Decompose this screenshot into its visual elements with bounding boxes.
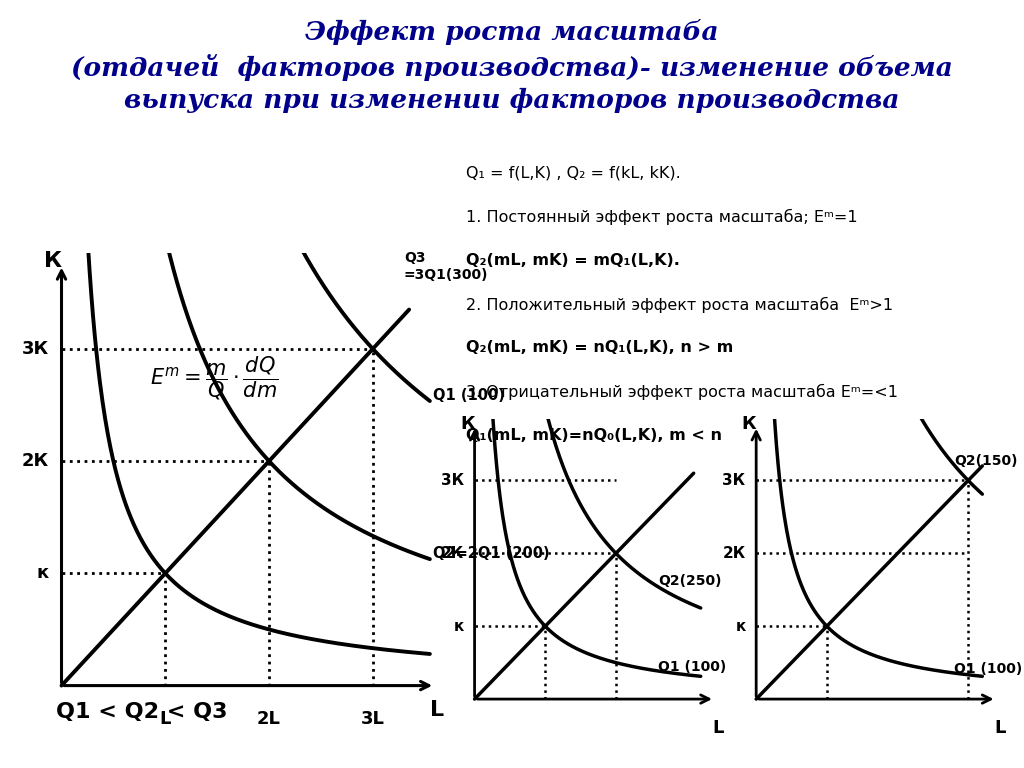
Text: L: L	[430, 700, 444, 720]
Text: 3К: 3К	[723, 473, 745, 488]
Text: Q1 (100): Q1 (100)	[954, 663, 1022, 677]
Text: $E^{m} = \dfrac{m}{Q} \cdot \dfrac{dQ}{dm}$: $E^{m} = \dfrac{m}{Q} \cdot \dfrac{dQ}{d…	[150, 355, 279, 402]
Text: 2. Положительный эффект роста масштаба  Eᵐ>1: 2. Положительный эффект роста масштаба E…	[466, 296, 893, 313]
Text: Q1 (100): Q1 (100)	[433, 388, 505, 403]
Text: Q₂(mL, mK) = nQ₁(L,K), n > m: Q₂(mL, mK) = nQ₁(L,K), n > m	[466, 340, 733, 356]
Text: К: К	[460, 415, 475, 432]
Text: 3L: 3L	[360, 710, 385, 728]
Text: К: К	[741, 415, 757, 432]
Text: к: к	[735, 619, 745, 634]
Text: L: L	[994, 720, 1006, 737]
Text: 3К: 3К	[22, 340, 49, 358]
Text: к: к	[454, 619, 464, 634]
Text: выпуска при изменении факторов производства: выпуска при изменении факторов производс…	[124, 88, 900, 114]
Text: 3. Отрицательный эффект роста масштаба Eᵐ=<1: 3. Отрицательный эффект роста масштаба E…	[466, 384, 898, 400]
Text: Q2=2Q1 (200): Q2=2Q1 (200)	[433, 546, 550, 561]
Text: Q₁(mL, mK)=nQ₀(L,K), m < n: Q₁(mL, mK)=nQ₀(L,K), m < n	[466, 428, 722, 443]
Text: Q₂(mL, mK) = mQ₁(L,K).: Q₂(mL, mK) = mQ₁(L,K).	[466, 253, 680, 268]
Text: Q2(250): Q2(250)	[658, 574, 722, 588]
Text: L: L	[713, 720, 724, 737]
Text: L: L	[160, 710, 171, 728]
Text: Q₁ = f(L,K) , Q₂ = f(kL, kK).: Q₁ = f(L,K) , Q₂ = f(kL, kK).	[466, 165, 681, 180]
Text: К: К	[44, 251, 62, 271]
Text: Q1 (100): Q1 (100)	[658, 660, 727, 674]
Text: 1. Постоянный эффект роста масштаба; Eᵐ=1: 1. Постоянный эффект роста масштаба; Eᵐ=…	[466, 209, 857, 225]
Text: 2К: 2К	[440, 546, 464, 561]
Text: Q3
=3Q1(300): Q3 =3Q1(300)	[403, 251, 488, 282]
Text: 2L: 2L	[257, 710, 281, 728]
Text: Эффект роста масштаба: Эффект роста масштаба	[305, 19, 719, 45]
Text: 3К: 3К	[441, 473, 464, 488]
Text: 2К: 2К	[722, 546, 745, 561]
Text: Q2(150): Q2(150)	[954, 454, 1018, 468]
Text: 2К: 2К	[22, 452, 49, 470]
Text: к: к	[37, 564, 49, 582]
Text: Q1 < Q2 < Q3: Q1 < Q2 < Q3	[56, 702, 227, 722]
Text: (отдачей  факторов производства)- изменение объема: (отдачей факторов производства)- изменен…	[71, 54, 953, 81]
